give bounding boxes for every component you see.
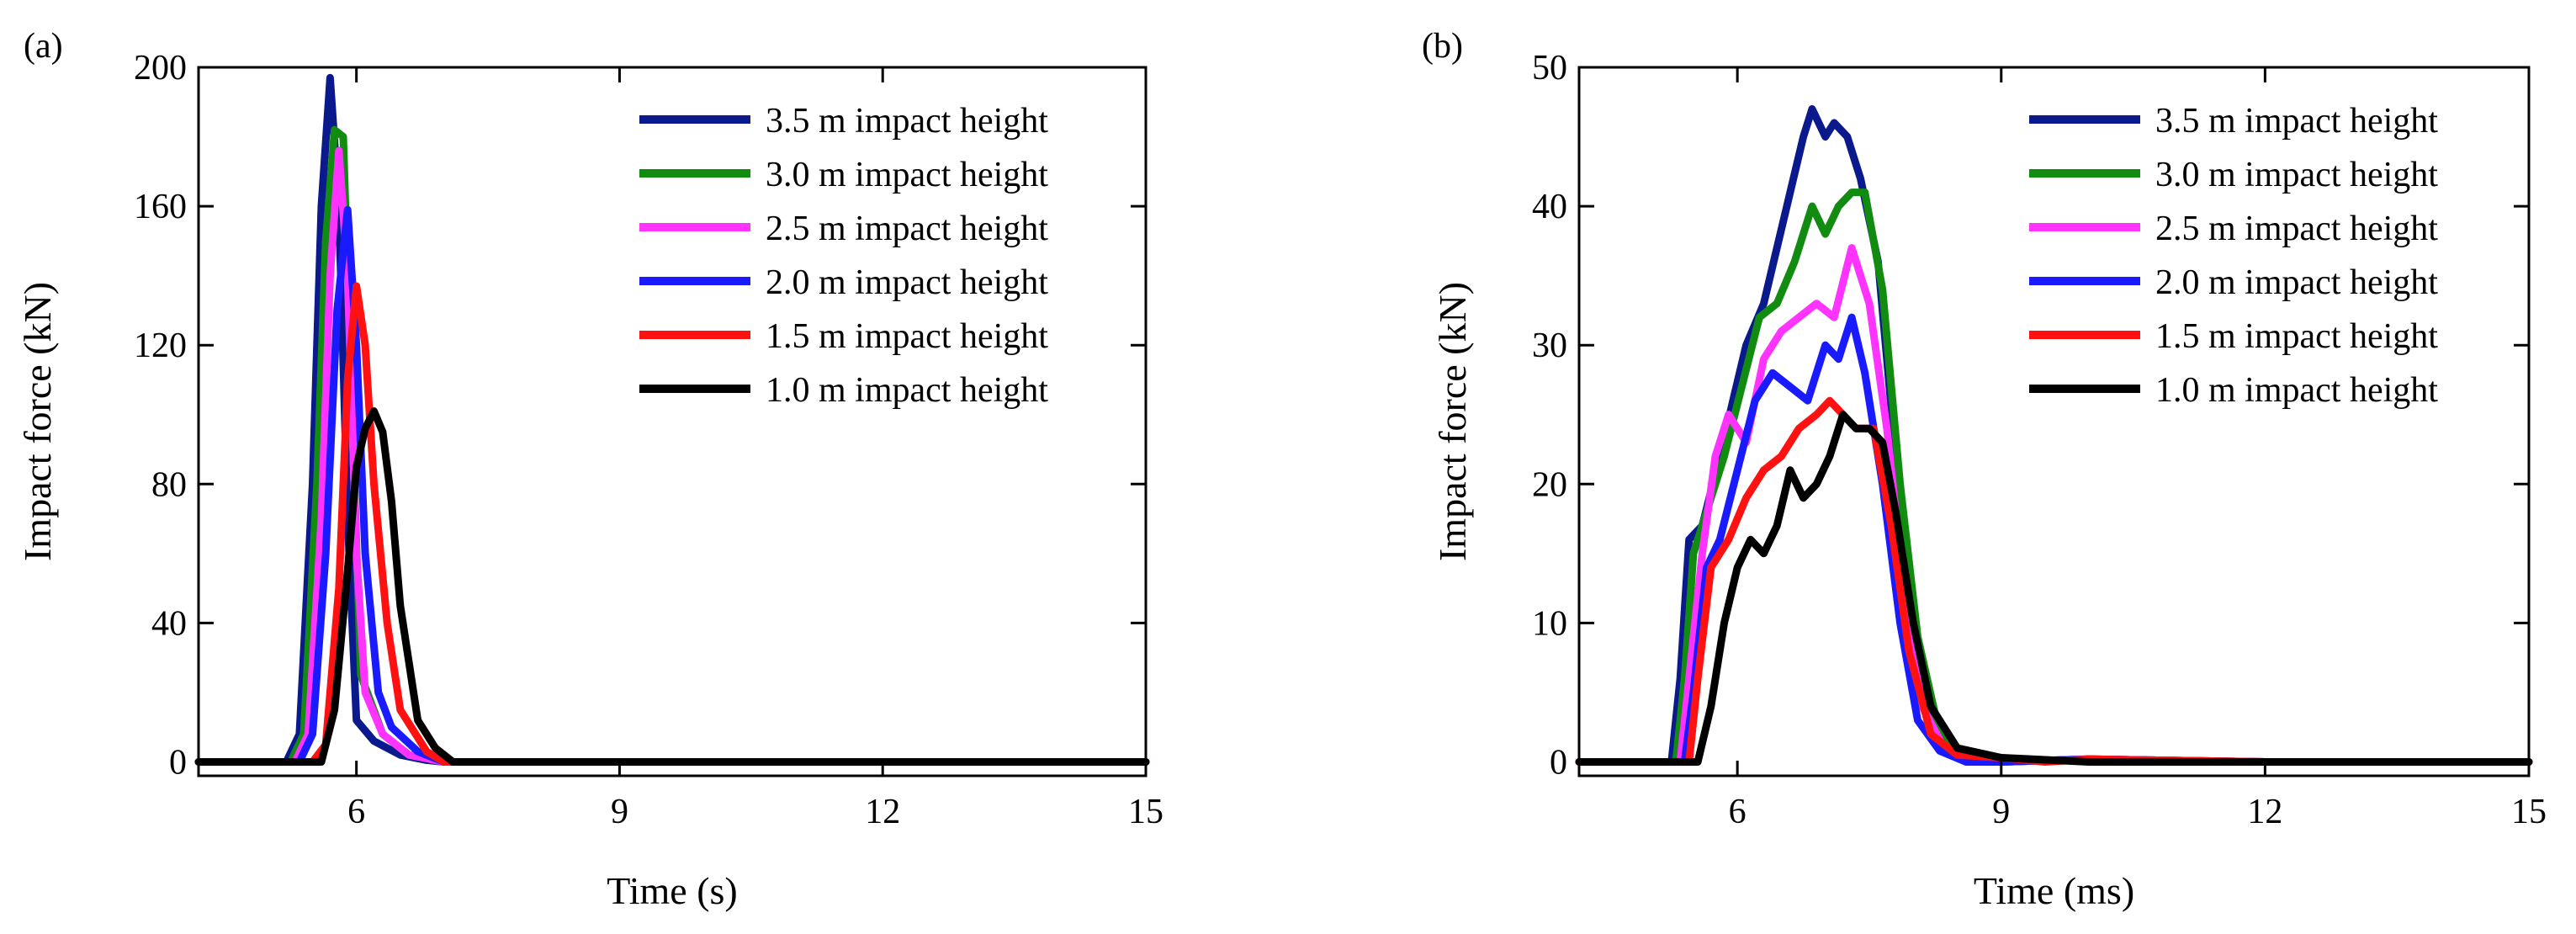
legend-entry: 3.0 m impact height — [2155, 156, 2438, 194]
y-tick-label: 40 — [1532, 188, 1567, 226]
x-axis-label: Time (s) — [607, 869, 738, 912]
panel-label: (b) — [1422, 27, 1463, 66]
x-tick-label: 12 — [2247, 793, 2282, 831]
y-tick-label: 160 — [134, 188, 187, 226]
series-line-2-0m — [194, 205, 1150, 766]
x-tick-label: 9 — [1992, 793, 2010, 831]
x-tick-label: 6 — [1729, 793, 1746, 831]
legend-entry: 2.0 m impact height — [766, 263, 1048, 302]
y-tick-label: 200 — [134, 49, 187, 88]
y-tick-label: 80 — [151, 465, 187, 504]
x-tick-label: 12 — [865, 793, 900, 831]
x-tick-label: 6 — [347, 793, 365, 831]
y-tick-label: 0 — [169, 743, 187, 782]
x-tick-label: 15 — [2511, 793, 2547, 831]
legend-entry: 3.0 m impact height — [766, 156, 1048, 194]
series-line-1-0m — [1575, 411, 2533, 766]
series-lines — [194, 73, 1150, 766]
legend-entry: 2.5 m impact height — [2155, 210, 2438, 248]
legend: 3.5 m impact height 3.0 m impact height 2.… — [639, 102, 1048, 410]
y-tick-label: 40 — [151, 604, 187, 643]
y-tick-label: 10 — [1532, 604, 1567, 643]
legend-entry: 1.5 m impact height — [2155, 317, 2438, 356]
series-line-1-0m — [194, 407, 1150, 766]
legend-entry: 3.5 m impact height — [2155, 102, 2438, 141]
x-tick-label: 15 — [1128, 793, 1163, 831]
series-line-2-0m — [1575, 313, 2533, 766]
x-tick-label: 9 — [611, 793, 628, 831]
y-tick-label: 20 — [1532, 465, 1567, 504]
legend: 3.5 m impact height 3.0 m impact height 2.… — [2029, 102, 2438, 410]
chart-panel-b: 6 9 12 15 0 10 20 30 40 50 Time (ms) Impact force (… — [1422, 27, 2547, 912]
y-tick-label: 120 — [134, 326, 187, 365]
legend-entry: 1.5 m impact height — [766, 317, 1048, 356]
x-axis-label: Time (ms) — [1974, 869, 2134, 912]
y-tick-label: 50 — [1532, 49, 1567, 88]
legend-entry: 2.0 m impact height — [2155, 263, 2438, 302]
y-axis-label: Impact force (kN) — [16, 282, 59, 561]
y-tick-label: 30 — [1532, 326, 1567, 365]
chart-panel-a: 6 9 12 15 0 40 80 120 160 200 Time (s) Impact force… — [16, 27, 1163, 912]
plot-frame — [197, 66, 1148, 777]
legend-entry: 1.0 m impact height — [2155, 371, 2438, 410]
legend-entry: 3.5 m impact height — [766, 102, 1048, 141]
panel-label: (a) — [24, 27, 63, 66]
y-tick-label: 0 — [1550, 743, 1567, 782]
plot-frame — [1577, 66, 2531, 777]
series-lines — [1575, 105, 2533, 766]
legend-entry: 1.0 m impact height — [766, 371, 1048, 410]
y-axis-label: Impact force (kN) — [1431, 282, 1474, 561]
legend-entry: 2.5 m impact height — [766, 210, 1048, 248]
